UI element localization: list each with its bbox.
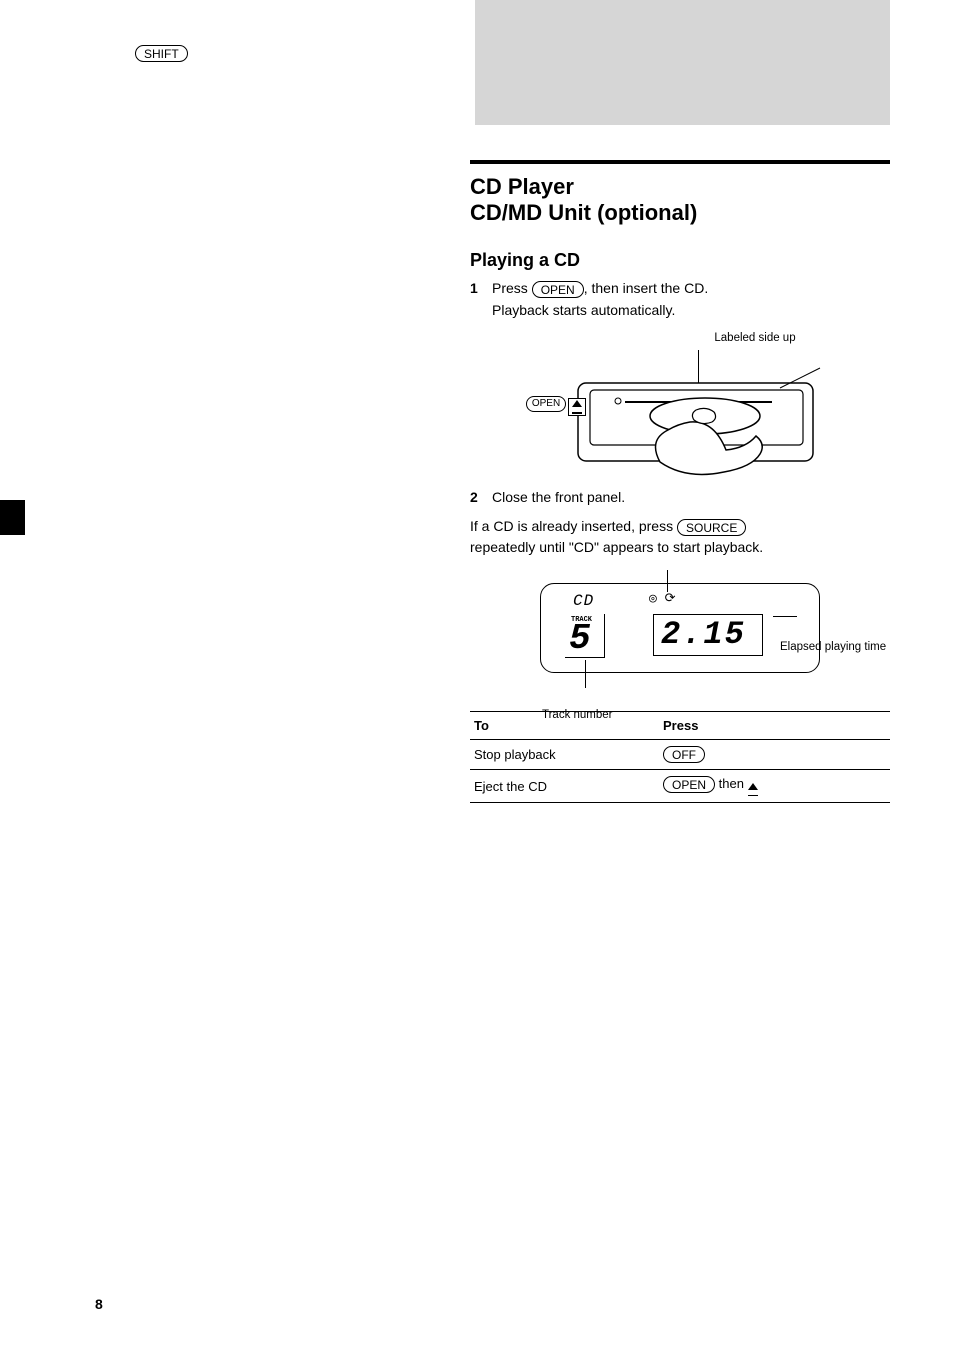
insert-cd-illustration: Labeled side up OPEN: [520, 338, 840, 478]
step-1-number: 1: [470, 279, 492, 299]
step-1: 1 Press OPEN, then insert the CD. Playba…: [470, 279, 890, 320]
lcd-display: CD ◎ ⟳ TRACK 5 2.15: [540, 583, 820, 673]
note-line2: repeatedly until "CD" appears to start p…: [470, 537, 890, 558]
open-button-label: OPEN: [532, 281, 584, 298]
table-cell-press: OPEN then: [659, 769, 890, 803]
controls-table: To Press Stop playback OFF Eject the CD …: [470, 711, 890, 804]
source-button-label: SOURCE: [677, 519, 746, 536]
section-title-line2: CD/MD Unit (optional): [470, 200, 890, 226]
table-press-suffix: then: [715, 776, 748, 791]
grey-header-box: [475, 0, 890, 125]
step-2: 2 Close the front panel.: [470, 488, 890, 508]
lcd-caption-track: Track number: [542, 709, 613, 723]
sub-heading: Playing a CD: [470, 250, 890, 271]
lcd-leader-esp: [667, 570, 668, 592]
table-row: Stop playback OFF: [470, 739, 890, 769]
left-column: SHIFT: [95, 30, 455, 62]
lcd-icon-row: ◎ ⟳: [649, 591, 676, 606]
step-2-text: Close the front panel.: [492, 488, 890, 508]
step-2-number: 2: [470, 488, 492, 508]
table-header-press: Press: [659, 711, 890, 739]
step-1-text: Press OPEN, then insert the CD. Playback…: [492, 279, 890, 320]
section-title-line1: CD Player: [470, 174, 890, 200]
lcd-leader-time: [773, 616, 797, 617]
lcd-leader-track: [585, 660, 586, 688]
off-button-label: OFF: [663, 746, 705, 763]
shift-button-label: SHIFT: [135, 45, 188, 62]
page-number: 8: [95, 1296, 103, 1312]
step-1-suffix: , then insert the CD.: [584, 280, 709, 296]
table-cell-press: OFF: [659, 739, 890, 769]
lcd-cd-text: CD: [573, 592, 594, 610]
table-cell-to: Stop playback: [470, 739, 659, 769]
side-tab: [0, 500, 25, 535]
right-column: CD Player CD/MD Unit (optional) Playing …: [470, 0, 890, 803]
lcd-wrapper: ESP indication CD ◎ ⟳ TRACK 5 2.15 Elaps…: [470, 583, 890, 673]
note-prefix: If a CD is already inserted, press: [470, 518, 677, 534]
lcd-track-number: 5: [569, 618, 591, 659]
step-1-line2: Playback starts automatically.: [492, 301, 890, 321]
section-title: CD Player CD/MD Unit (optional): [470, 160, 890, 230]
table-row: Eject the CD OPEN then: [470, 769, 890, 803]
note-text: If a CD is already inserted, press SOURC…: [470, 516, 890, 558]
step-1-prefix: Press: [492, 280, 532, 296]
lcd-time: 2.15: [661, 616, 746, 653]
open-button-label-table: OPEN: [663, 776, 715, 793]
eject-icon: [748, 779, 758, 797]
table-cell-to: Eject the CD: [470, 769, 659, 803]
eject-icon: [568, 398, 586, 416]
lcd-caption-time: Elapsed playing time: [780, 641, 886, 655]
